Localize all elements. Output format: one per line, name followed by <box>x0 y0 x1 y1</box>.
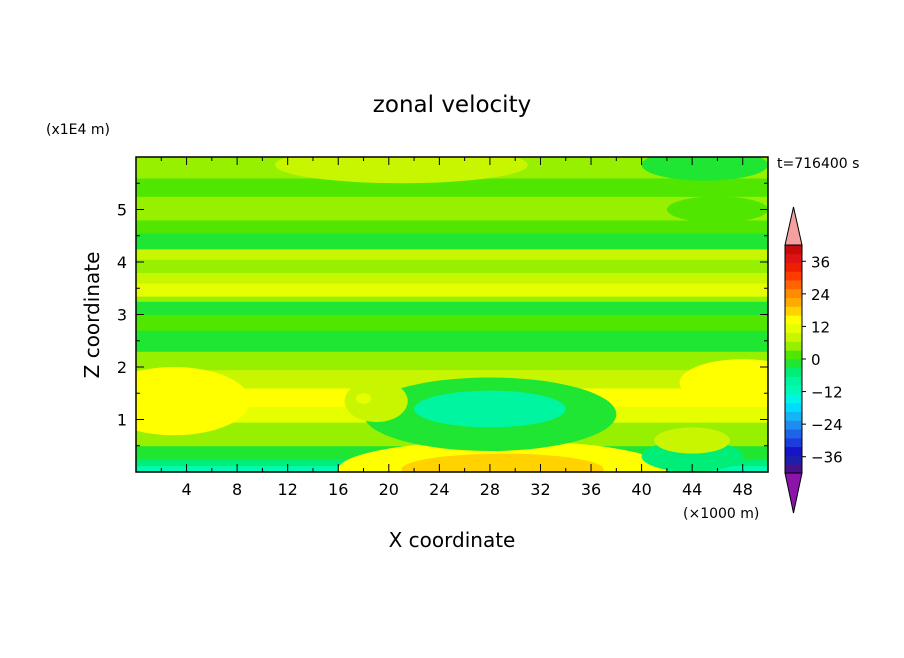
y-tick-label: 1 <box>117 411 127 430</box>
colorbar-swatch <box>785 429 802 439</box>
colorbar-swatch <box>785 262 802 272</box>
field-band <box>136 301 768 315</box>
time-label: t=716400 s <box>777 156 859 172</box>
colorbar-tick-label: 24 <box>811 286 830 304</box>
field-feature <box>355 393 372 404</box>
x-tick-label: 4 <box>181 480 191 499</box>
x-tick-label: 28 <box>480 480 500 499</box>
y-axis-label: Z coordinate <box>80 252 104 379</box>
colorbar-swatch <box>785 350 802 360</box>
x-unit-label: (×1000 m) <box>683 506 759 522</box>
field-band <box>136 248 768 260</box>
colorbar-swatch <box>785 420 802 430</box>
colorbar-swatch <box>785 323 802 334</box>
field-band <box>136 259 768 273</box>
colorbar-swatch <box>785 306 802 316</box>
field-band <box>136 330 768 352</box>
field-feature <box>654 427 731 454</box>
colorbar-swatch <box>785 464 802 474</box>
colorbar-tick-label: 36 <box>811 253 830 271</box>
x-tick-label: 36 <box>581 480 601 499</box>
colorbar-swatch <box>785 280 802 290</box>
field-band <box>136 233 768 250</box>
colorbar-tick-label: −36 <box>811 449 843 467</box>
plot-area <box>136 157 768 472</box>
colorbar-swatch <box>785 297 802 307</box>
colorbar-tick-label: 0 <box>811 351 821 369</box>
field-feature <box>136 367 250 436</box>
colorbar-swatch <box>785 341 802 351</box>
colorbar-under-triangle <box>784 472 803 514</box>
y-tick-label: 5 <box>117 201 127 220</box>
y-tick-label: 4 <box>117 253 127 272</box>
x-tick-label: 12 <box>278 480 298 499</box>
chart-title: zonal velocity <box>373 92 531 118</box>
colorbar-swatch <box>785 367 802 377</box>
field-band <box>136 196 768 221</box>
field-band <box>136 178 768 197</box>
x-axis: 4 8 12 16 20 24 28 32 36 40 44 48 <box>160 157 753 499</box>
field-band <box>136 283 768 297</box>
y-tick-label: 3 <box>117 306 127 325</box>
colorbar-swatch <box>785 446 802 456</box>
field-band <box>136 220 768 234</box>
colorbar-swatch <box>785 288 802 299</box>
colorbar-swatch <box>785 455 802 465</box>
field-band <box>136 314 768 331</box>
colorbar-tick-label: 12 <box>811 318 830 336</box>
colorbar-swatch <box>785 437 802 448</box>
x-tick-label: 20 <box>379 480 399 499</box>
x-tick-label: 32 <box>530 480 550 499</box>
x-tick-label: 24 <box>429 480 449 499</box>
colorbar-over-triangle <box>784 206 803 246</box>
field-band <box>136 296 768 302</box>
colorbar-swatch <box>785 332 802 342</box>
y-tick-label: 2 <box>117 358 127 377</box>
x-tick-label: 44 <box>682 480 702 499</box>
colorbar-swatch <box>785 253 802 263</box>
y-unit-label: (x1E4 m) <box>46 122 110 138</box>
colorbar-tick-label: −24 <box>811 416 843 434</box>
field-feature <box>679 359 768 407</box>
colorbar-swatch <box>785 385 802 395</box>
colorbar-tick-label: −12 <box>811 384 843 402</box>
colorbar: 36 24 12 0 −12 −24 −36 <box>784 206 843 514</box>
x-tick-label: 16 <box>328 480 348 499</box>
colorbar-swatch <box>785 245 802 255</box>
colorbar-swatch <box>785 376 802 386</box>
colorbar-swatch <box>785 359 802 369</box>
field-features <box>136 157 768 472</box>
y-axis: 1 2 3 4 5 <box>117 182 768 447</box>
x-tick-label: 48 <box>733 480 753 499</box>
field-feature <box>666 196 768 223</box>
field-feature <box>641 157 768 181</box>
x-tick-label: 40 <box>631 480 651 499</box>
colorbar-swatch <box>785 315 802 325</box>
colorbar-swatch <box>785 271 802 281</box>
colorbar-swatch <box>785 394 802 404</box>
field-band <box>136 369 768 389</box>
field-band <box>136 351 768 371</box>
x-tick-label: 8 <box>232 480 242 499</box>
field-feature <box>414 390 566 428</box>
field-feature <box>401 453 604 472</box>
colorbar-swatch <box>785 402 802 413</box>
colorbar-swatch <box>785 411 802 421</box>
field-feature <box>344 380 408 423</box>
x-axis-label: X coordinate <box>389 528 516 552</box>
field-band <box>136 272 768 284</box>
